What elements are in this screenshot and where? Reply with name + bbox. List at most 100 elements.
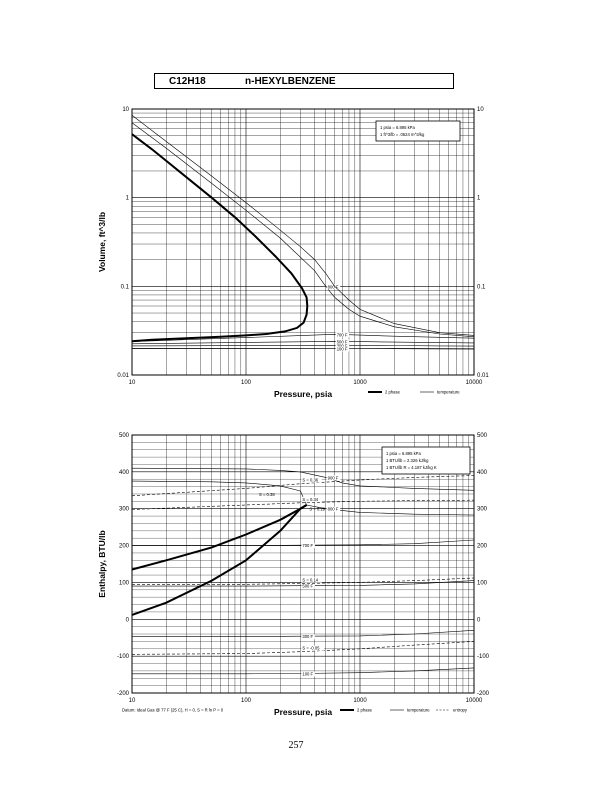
- chemical-formula: C12H18: [169, 76, 206, 87]
- y-tick-label-left: -200: [117, 691, 130, 697]
- conversion-note: 1 psia = 6.895 kPa: [380, 125, 415, 130]
- plot-frame: [131, 434, 475, 694]
- conversion-note: 1 BTU/lb = 2.326 kJ/kg: [386, 458, 429, 463]
- y-tick-label-left: 100: [119, 580, 130, 586]
- line-label: 500 F: [337, 339, 348, 344]
- y-tick-label-left: 10: [122, 107, 129, 113]
- x-tick-label: 1000: [353, 698, 367, 704]
- y-tick-label-left: 500: [119, 433, 130, 439]
- temperature-line: [131, 467, 475, 491]
- y-tick-label-right: 0.01: [477, 373, 489, 379]
- two-phase-curve: [131, 504, 308, 616]
- line-label: 800 F: [328, 507, 339, 512]
- line-label: S = -0.05: [302, 646, 320, 651]
- x-tick-label: 10000: [466, 698, 483, 704]
- page-number: 257: [288, 740, 304, 751]
- x-tick-label: 10: [129, 380, 136, 386]
- x-axis-label: Pressure, psia: [274, 707, 332, 717]
- line-label: 800 F: [328, 284, 339, 289]
- x-tick-label: 100: [241, 698, 252, 704]
- compound-name: n-HEXYLBENZENE: [245, 76, 336, 87]
- y-tick-label-left: 300: [119, 507, 130, 513]
- line-label-bg: [335, 343, 350, 349]
- y-tick-label-left: -100: [117, 654, 130, 660]
- y-tick-label-left: 0: [126, 617, 130, 623]
- line-label-bg: [326, 475, 341, 481]
- line-label-bg: [301, 634, 315, 640]
- line-label-bg: [301, 477, 322, 483]
- y-tick-label-left: 400: [119, 470, 130, 476]
- temperature-line: [131, 348, 475, 350]
- line-label-bg: [301, 496, 322, 502]
- conversion-note: 1 BTU/lb R = 4.187 kJ/kg K: [386, 465, 437, 470]
- legend-label: 2 phase: [385, 390, 401, 395]
- line-label: S = 0.34: [302, 497, 318, 502]
- line-label: S = 0.36: [302, 478, 318, 483]
- y-tick-label-right: 500: [477, 433, 488, 439]
- line-label: S = 0.14: [302, 578, 318, 583]
- legend-label: entropy: [453, 708, 468, 713]
- line-label: 300 F: [302, 634, 313, 639]
- temperature-line: [131, 115, 475, 336]
- line-label-bg: [335, 332, 350, 338]
- x-tick-label: 1000: [353, 380, 367, 386]
- temperature-line: [131, 340, 475, 345]
- legend-label: temperature: [437, 390, 460, 395]
- temperature-line: [132, 580, 475, 587]
- line-label: 100 F: [337, 347, 348, 352]
- annotation-label: S = 0.29: [309, 507, 325, 512]
- y-tick-label-left: 1: [126, 196, 130, 202]
- y-tick-label-right: 1: [477, 196, 481, 202]
- two-phase-curve: [131, 133, 309, 343]
- entropy-line: [131, 641, 475, 655]
- line-label-bg: [326, 284, 341, 290]
- line-label: 900 F: [328, 475, 339, 480]
- legend-label: temperature: [407, 708, 430, 713]
- y-tick-label-right: 400: [477, 470, 488, 476]
- y-tick-label-left: 0.1: [121, 284, 130, 290]
- line-label-bg: [301, 583, 315, 589]
- legend-label: 2 phase: [357, 708, 373, 713]
- datum-note: Datum: Ideal Gas @ 77 F (25 C), H = 0, S…: [122, 708, 224, 713]
- temperature-line: [132, 630, 475, 637]
- line-label: 300 F: [337, 343, 348, 348]
- x-axis-label: Pressure, psia: [274, 389, 332, 399]
- annotation-label: S = 0.38: [259, 492, 275, 497]
- line-label: 100 F: [302, 671, 313, 676]
- line-label-bg: [335, 346, 350, 352]
- temperature-line: [131, 122, 475, 338]
- y-tick-label-right: 0.1: [477, 284, 486, 290]
- line-label: 700 F: [337, 332, 348, 337]
- y-axis-label: Volume, ft^3/lb: [97, 212, 107, 272]
- line-label-bg: [301, 577, 322, 583]
- conversion-box: [375, 120, 461, 142]
- entropy-line: [132, 577, 475, 585]
- y-tick-label-right: 100: [477, 580, 488, 586]
- x-tick-label: 100: [241, 380, 252, 386]
- chart-title-box: C12H18 n-HEXYLBENZENE: [154, 73, 454, 89]
- line-label-bg: [335, 339, 350, 345]
- y-tick-label-right: 300: [477, 507, 488, 513]
- entropy-line: [131, 475, 475, 497]
- y-tick-label-right: -100: [477, 654, 490, 660]
- y-tick-label-right: -200: [477, 691, 490, 697]
- temperature-line: [131, 344, 475, 347]
- conversion-box: [381, 446, 471, 475]
- y-tick-label-left: 200: [119, 544, 130, 550]
- x-tick-label: 10: [129, 698, 136, 704]
- plot-frame: [131, 108, 475, 376]
- line-label-bg: [301, 543, 315, 549]
- y-tick-label-left: 0.01: [117, 373, 129, 379]
- line-label-bg: [301, 671, 315, 677]
- conversion-note: 1 psia = 6.895 kPa: [386, 451, 421, 456]
- y-tick-label-right: 200: [477, 544, 488, 550]
- line-label: 700 F: [302, 543, 313, 548]
- x-tick-label: 10000: [466, 380, 483, 386]
- conversion-note: 1 ft^3/lb = .0624 m^3/kg: [380, 132, 425, 137]
- line-label-bg: [326, 506, 341, 512]
- line-label-bg: [301, 645, 325, 651]
- temperature-line: [132, 539, 475, 546]
